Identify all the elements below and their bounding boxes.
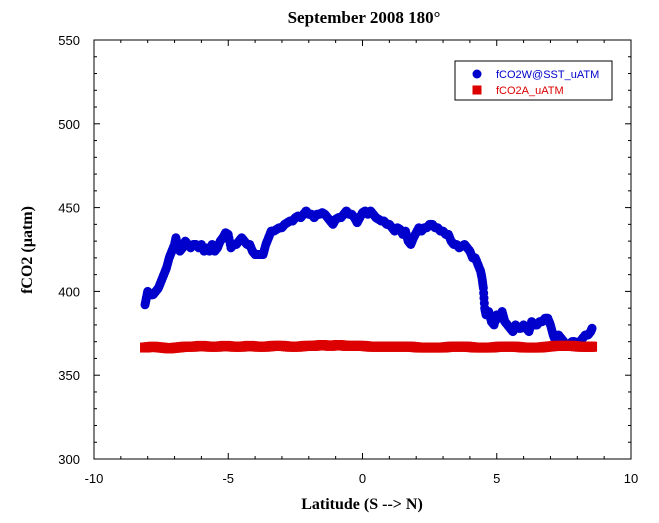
series-2 bbox=[140, 340, 598, 354]
x-tick-label: 5 bbox=[493, 471, 500, 486]
legend-marker-square bbox=[472, 85, 482, 95]
x-tick-label: 0 bbox=[359, 471, 366, 486]
series-1 bbox=[140, 206, 597, 350]
x-axis: -10 -5 0 5 10 bbox=[85, 40, 638, 486]
y-tick-label: 350 bbox=[58, 368, 80, 383]
data-points-layer bbox=[140, 206, 598, 354]
legend-marker-circle bbox=[472, 69, 482, 79]
y-tick-label: 450 bbox=[58, 201, 80, 216]
legend-label-series-1: fCO2W@SST_uATM bbox=[496, 69, 599, 81]
y-tick-label: 500 bbox=[58, 117, 80, 132]
y-axis: 300 350 400 450 500 550 bbox=[58, 33, 631, 467]
x-tick-label: 10 bbox=[624, 471, 638, 486]
data-point bbox=[587, 323, 597, 333]
x-tick-label: -10 bbox=[85, 471, 104, 486]
y-tick-label: 300 bbox=[58, 452, 80, 467]
legend: fCO2W@SST_uATM fCO2A_uATM bbox=[454, 60, 613, 101]
x-tick-label: -5 bbox=[222, 471, 234, 486]
data-point bbox=[587, 341, 598, 352]
y-tick-label: 400 bbox=[58, 284, 80, 299]
legend-label-series-2: fCO2A_uATM bbox=[496, 85, 564, 97]
chart-title: September 2008 180° bbox=[288, 8, 441, 27]
x-axis-label: Latitude (S --> N) bbox=[301, 496, 423, 513]
y-axis-label: fCO2 (µatm) bbox=[19, 206, 36, 294]
y-tick-label: 550 bbox=[58, 33, 80, 48]
